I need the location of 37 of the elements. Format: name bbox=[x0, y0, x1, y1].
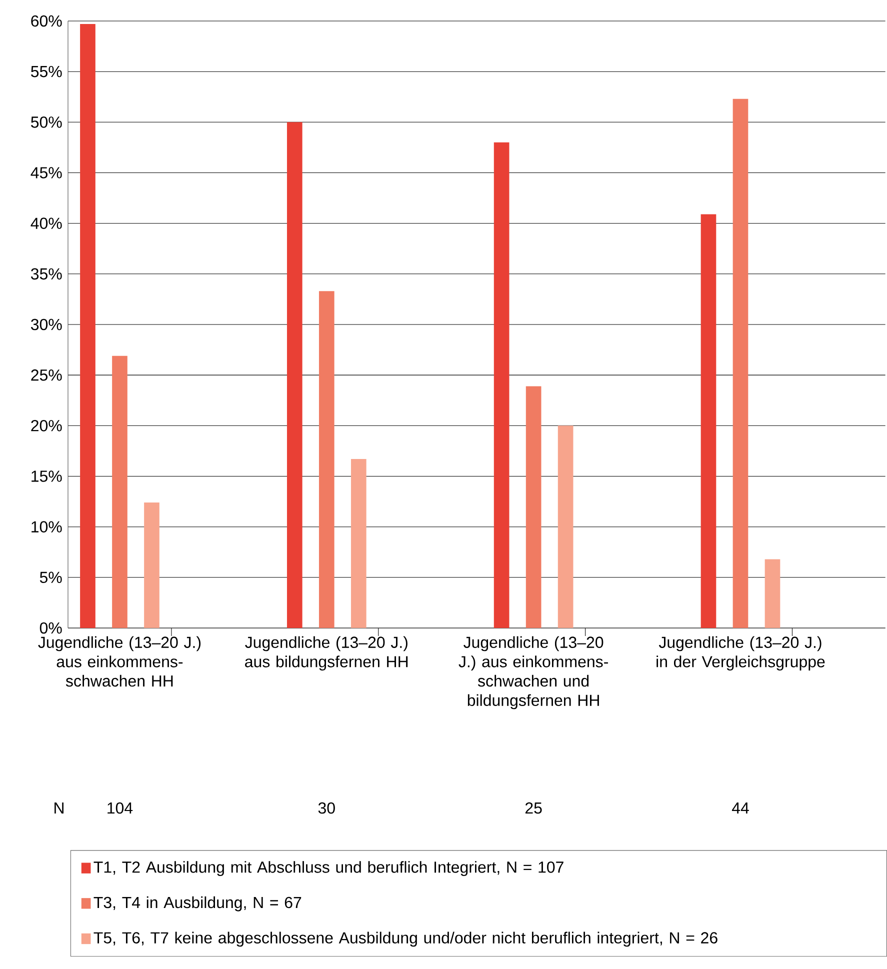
y-tick-label: 25% bbox=[31, 369, 62, 381]
bar bbox=[112, 356, 128, 628]
y-tick-label: 15% bbox=[32, 470, 62, 482]
y-tick-label: 35% bbox=[30, 268, 62, 280]
bar bbox=[286, 122, 302, 628]
y-tick-label: 5% bbox=[40, 572, 62, 584]
legend-label: T3, T4 in Ausbildung, N = 67 bbox=[94, 896, 302, 912]
bar bbox=[318, 291, 334, 628]
legend-label: T1, T2 Ausbildung mit Abschluss und beruflich Integriert, N = 107 bbox=[94, 861, 564, 876]
bar bbox=[764, 559, 780, 628]
y-tick-label: 50% bbox=[31, 116, 62, 128]
text: 25 bbox=[525, 802, 542, 814]
text: N bbox=[54, 802, 64, 814]
bar bbox=[144, 502, 160, 628]
x-tick-label: Jugendliche (13–20 J.) aus bildungsfernen HH bbox=[245, 636, 408, 671]
x-tick-label: Jugendliche (13–20 J.) in der Vergleichsgruppe bbox=[656, 636, 825, 671]
y-tick-label: 60% bbox=[31, 15, 62, 27]
y-tick-label: 10% bbox=[32, 521, 62, 532]
y-tick-label: 20% bbox=[31, 420, 62, 432]
y-tick-label: 40% bbox=[30, 218, 62, 229]
y-tick-label: 30% bbox=[30, 318, 62, 330]
bar bbox=[80, 24, 96, 628]
y-tick-label: 55% bbox=[31, 66, 62, 78]
bar bbox=[350, 459, 366, 628]
bar bbox=[558, 426, 574, 628]
x-tick-label: Jugendliche (13–20 J.) aus einkommens-schwachen und bildungsfernen HH bbox=[458, 636, 608, 710]
text: 30 bbox=[318, 802, 335, 814]
bar bbox=[494, 142, 510, 628]
x-tick-label: Jugendliche (13–20 J.) aus einkommens-schwachen HH bbox=[38, 636, 201, 687]
y-tick-label: 45% bbox=[30, 167, 62, 178]
bar bbox=[732, 98, 748, 628]
text: 104 bbox=[108, 802, 133, 814]
bar bbox=[526, 386, 542, 628]
text: 44 bbox=[732, 802, 749, 814]
y-tick-label: 0% bbox=[40, 622, 62, 634]
legend-label: T5, T6, T7 keine abgeschlossene Ausbildung und/oder nicht beruflich integriert, N = 26 bbox=[94, 932, 718, 947]
bar bbox=[700, 214, 716, 628]
